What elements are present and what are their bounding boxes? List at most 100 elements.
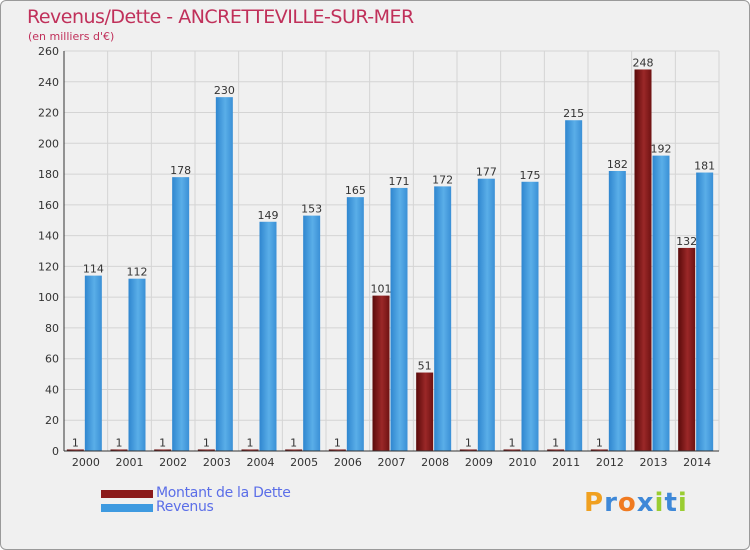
bar-revenus <box>521 181 539 451</box>
data-label: 1 <box>203 436 210 449</box>
data-label: 177 <box>476 166 497 179</box>
x-tick-label: 2006 <box>334 456 362 469</box>
data-label: 101 <box>371 283 392 296</box>
y-tick-label: 180 <box>38 168 59 181</box>
bar-revenus <box>128 278 146 451</box>
data-label: 175 <box>520 169 541 182</box>
bar-revenus <box>652 155 670 451</box>
y-tick-label: 60 <box>45 353 59 366</box>
data-label: 1 <box>596 436 603 449</box>
data-label: 149 <box>258 209 279 222</box>
y-tick-label: 120 <box>38 260 59 273</box>
legend-label-revenus: Revenus <box>156 499 214 515</box>
data-label: 1 <box>334 436 341 449</box>
logo-letter: P <box>584 488 605 518</box>
y-tick-label: 40 <box>45 383 59 396</box>
data-label: 192 <box>651 143 672 156</box>
x-tick-label: 2003 <box>203 456 231 469</box>
bar-dette <box>372 295 390 451</box>
data-label: 51 <box>418 360 432 373</box>
bar-dette <box>678 247 696 451</box>
data-label: 153 <box>301 203 322 216</box>
bar-revenus <box>215 97 233 452</box>
data-label: 1 <box>465 436 472 449</box>
bar-dette <box>241 449 259 451</box>
data-label: 132 <box>676 235 697 248</box>
bar-dette <box>547 449 565 451</box>
bar-dette <box>197 449 215 451</box>
y-tick-label: 80 <box>45 322 59 335</box>
bar-dette <box>590 449 608 451</box>
bar-revenus <box>303 215 321 451</box>
x-tick-label: 2012 <box>596 456 624 469</box>
x-tick-label: 2014 <box>683 456 711 469</box>
y-tick-label: 160 <box>38 199 59 212</box>
data-label: 248 <box>633 56 654 69</box>
y-tick-label: 260 <box>38 45 59 58</box>
data-label: 1 <box>509 436 516 449</box>
data-label: 1 <box>116 436 123 449</box>
chart-subtitle: (en milliers d'€) <box>28 30 115 43</box>
bar-revenus <box>346 197 364 451</box>
bar-revenus <box>259 221 277 451</box>
data-label: 112 <box>127 266 148 279</box>
y-tick-label: 140 <box>38 230 59 243</box>
y-tick-label: 200 <box>38 137 59 150</box>
logo-letter: t <box>664 488 678 518</box>
x-tick-label: 2013 <box>640 456 668 469</box>
y-tick-label: 100 <box>38 291 59 304</box>
bar-dette <box>416 372 434 451</box>
bar-revenus <box>84 275 102 451</box>
proxiti-logo: Proxiti <box>584 488 688 518</box>
x-tick-label: 2010 <box>509 456 537 469</box>
data-label: 181 <box>694 160 715 173</box>
bar-dette <box>66 449 84 451</box>
data-label: 1 <box>159 436 166 449</box>
data-label: 1 <box>72 436 79 449</box>
legend-label-dette: Montant de la Dette <box>156 485 291 501</box>
logo-letter: i <box>654 488 665 518</box>
y-tick-label: 220 <box>38 107 59 120</box>
bar-dette <box>285 449 303 451</box>
logo-letter: x <box>636 488 655 518</box>
x-tick-label: 2005 <box>290 456 318 469</box>
bar-dette <box>154 449 172 451</box>
bar-dette <box>110 449 128 451</box>
data-label: 172 <box>432 173 453 186</box>
legend-swatch-revenus <box>101 504 153 512</box>
y-tick-label: 0 <box>52 445 59 458</box>
bar-dette <box>503 449 521 451</box>
data-label: 178 <box>170 164 191 177</box>
y-tick-label: 20 <box>45 414 59 427</box>
data-label: 182 <box>607 158 628 171</box>
bar-revenus <box>696 172 714 452</box>
bar-revenus <box>565 120 583 451</box>
data-label: 1 <box>290 436 297 449</box>
x-tick-label: 2007 <box>378 456 406 469</box>
legend-swatch-dette <box>101 490 153 498</box>
data-label: 1 <box>247 436 254 449</box>
data-label: 171 <box>389 175 410 188</box>
y-tick-label: 240 <box>38 76 59 89</box>
x-tick-label: 2004 <box>247 456 275 469</box>
data-label: 114 <box>83 263 104 276</box>
bar-dette <box>634 69 652 451</box>
data-label: 165 <box>345 184 366 197</box>
x-tick-label: 2011 <box>552 456 580 469</box>
logo-letter: r <box>604 488 618 518</box>
bar-revenus <box>477 178 495 451</box>
chart-title: Revenus/Dette - ANCRETTEVILLE-SUR-MER <box>27 6 414 28</box>
x-tick-label: 2009 <box>465 456 493 469</box>
bar-revenus <box>172 177 190 451</box>
x-tick-label: 2001 <box>116 456 144 469</box>
data-label: 215 <box>563 107 584 120</box>
bar-revenus <box>608 171 626 451</box>
bar-revenus <box>390 187 408 451</box>
bar-dette <box>459 449 477 451</box>
logo-letter: i <box>677 488 688 518</box>
data-label: 1 <box>552 436 559 449</box>
x-tick-label: 2000 <box>72 456 100 469</box>
data-label: 230 <box>214 84 235 97</box>
